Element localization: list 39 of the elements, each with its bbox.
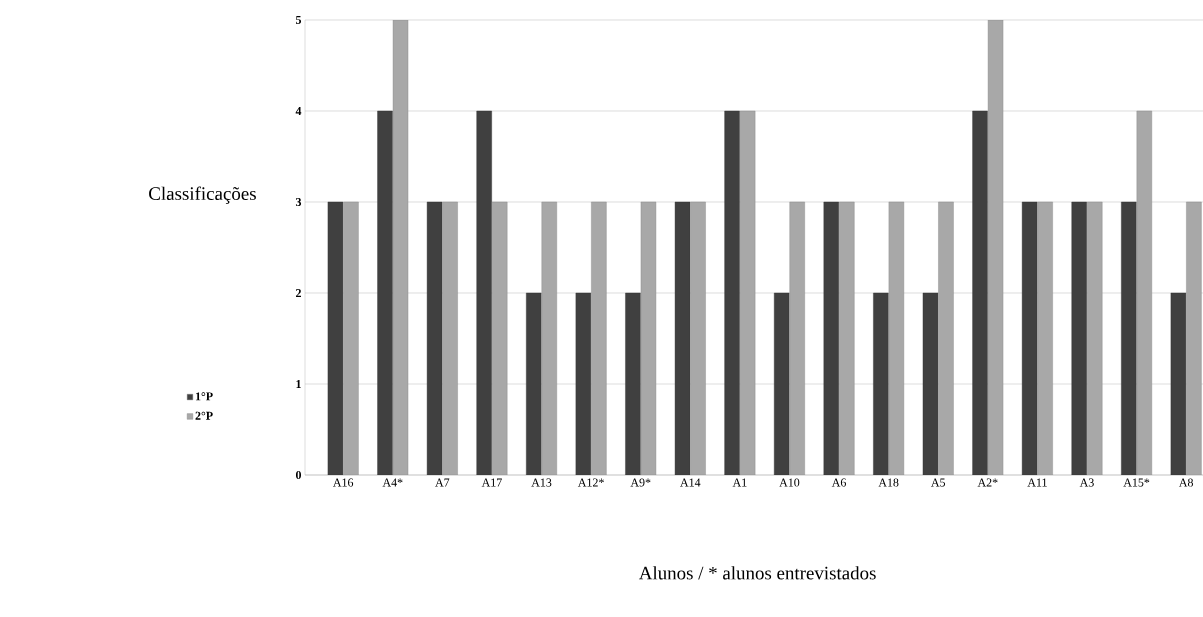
y-tick-label: 3 xyxy=(295,197,302,207)
bar xyxy=(774,292,790,475)
bar xyxy=(972,110,988,475)
legend-label: 2°P xyxy=(195,411,213,420)
x-tick-label: A7 xyxy=(435,478,450,487)
x-tick-label: A15* xyxy=(1123,478,1150,487)
x-tick-label: A16 xyxy=(333,478,354,487)
x-tick-label: A9* xyxy=(630,478,651,487)
x-tick-label: A11 xyxy=(1027,478,1047,487)
x-tick-label: A4* xyxy=(382,478,403,487)
legend-label: 1°P xyxy=(195,392,213,401)
y-tick-label: 0 xyxy=(295,470,302,480)
y-tick-label: 5 xyxy=(295,16,302,24)
x-tick-label: A3 xyxy=(1079,478,1094,487)
y-tick-label: 4 xyxy=(295,107,302,115)
bar xyxy=(1071,201,1087,475)
bar xyxy=(526,292,542,475)
x-tick-label: A8 xyxy=(1178,478,1193,487)
y-axis-title: Classificações xyxy=(149,186,256,204)
x-tick-label: A6 xyxy=(831,478,846,487)
y-tick-label: 2 xyxy=(296,289,301,297)
x-tick-label: A1 xyxy=(732,478,747,487)
bar xyxy=(625,292,641,475)
bar xyxy=(724,110,740,475)
bar xyxy=(476,110,492,475)
x-tick-label: A12* xyxy=(577,478,604,487)
x-tick-label: A17 xyxy=(481,478,502,487)
x-tick-label: A10 xyxy=(779,478,800,487)
x-tick-label: A2* xyxy=(977,478,998,487)
bar xyxy=(823,201,839,475)
bar xyxy=(873,292,889,475)
x-tick-label: A14 xyxy=(680,478,701,487)
y-tick-label: 1 xyxy=(296,380,301,388)
x-tick-label: A13 xyxy=(531,478,552,487)
x-tick-label: A18 xyxy=(878,478,899,487)
bar xyxy=(1121,201,1137,475)
x-tick-label: A5 xyxy=(931,478,946,487)
x-axis-title: Alunos / * alunos entrevistados xyxy=(638,566,876,580)
bar xyxy=(377,110,393,475)
